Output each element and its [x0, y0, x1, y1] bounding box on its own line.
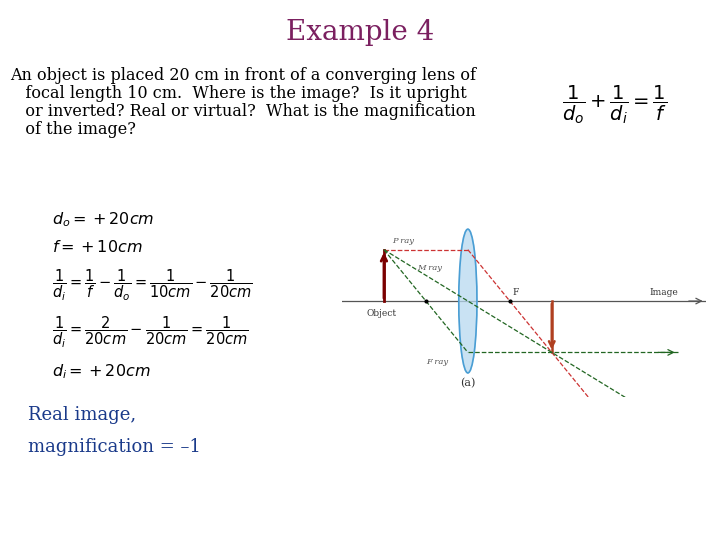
- Text: $\dfrac{1}{d_i} = \dfrac{2}{20cm} - \dfrac{1}{20cm} = \dfrac{1}{20cm}$: $\dfrac{1}{d_i} = \dfrac{2}{20cm} - \dfr…: [52, 314, 248, 349]
- Text: Image: Image: [649, 288, 678, 297]
- Text: P ray: P ray: [392, 237, 414, 245]
- Text: $\dfrac{1}{d_o}+\dfrac{1}{d_i}=\dfrac{1}{f}$: $\dfrac{1}{d_o}+\dfrac{1}{d_i}=\dfrac{1}…: [562, 84, 667, 126]
- Text: F ray: F ray: [426, 357, 448, 366]
- Text: (a): (a): [460, 378, 475, 388]
- Text: F: F: [512, 288, 518, 297]
- Text: or inverted? Real or virtual?  What is the magnification: or inverted? Real or virtual? What is th…: [10, 103, 476, 119]
- Text: of the image?: of the image?: [10, 120, 136, 138]
- Text: An object is placed 20 cm in front of a converging lens of: An object is placed 20 cm in front of a …: [10, 66, 476, 84]
- Ellipse shape: [459, 229, 477, 373]
- Text: $f = +10cm$: $f = +10cm$: [52, 240, 143, 256]
- Text: Example 4: Example 4: [286, 18, 434, 45]
- Text: Real image,: Real image,: [28, 406, 136, 424]
- Text: Object: Object: [366, 308, 396, 318]
- Text: magnification = –1: magnification = –1: [28, 438, 201, 456]
- Text: focal length 10 cm.  Where is the image?  Is it upright: focal length 10 cm. Where is the image? …: [10, 84, 467, 102]
- Text: $d_i = +20cm$: $d_i = +20cm$: [52, 363, 150, 381]
- Text: M ray: M ray: [418, 264, 443, 272]
- Text: $d_o = +20cm$: $d_o = +20cm$: [52, 211, 154, 229]
- Text: $\dfrac{1}{d_i} = \dfrac{1}{f} - \dfrac{1}{d_o} = \dfrac{1}{10cm} - \dfrac{1}{20: $\dfrac{1}{d_i} = \dfrac{1}{f} - \dfrac{…: [52, 267, 253, 302]
